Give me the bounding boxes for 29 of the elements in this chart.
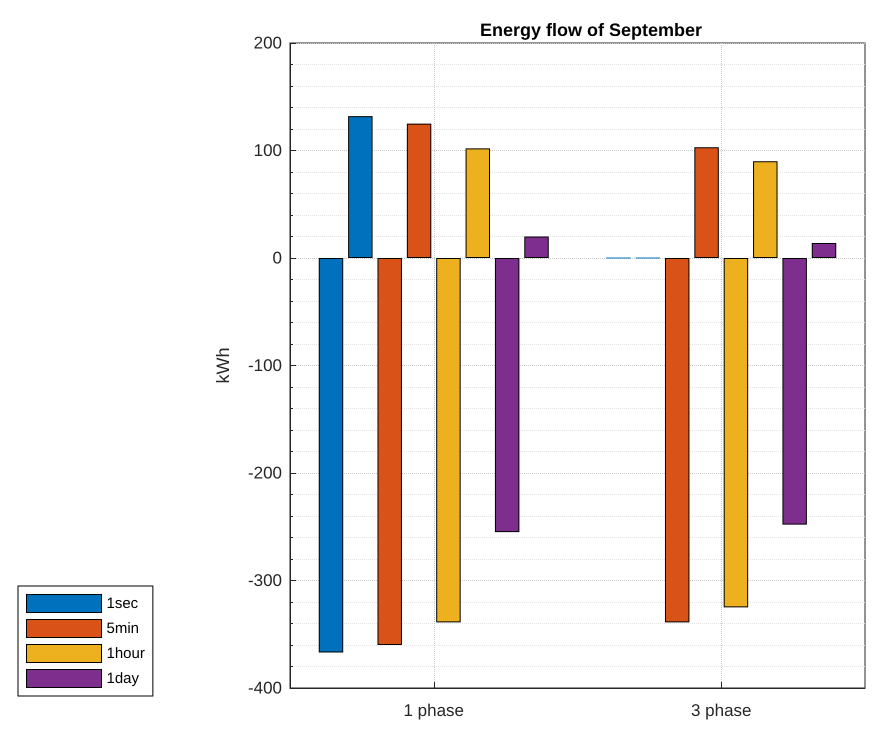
bar — [694, 147, 719, 258]
legend-label: 5min — [106, 620, 140, 637]
y-tick-label: -400 — [248, 678, 282, 698]
y-tick-label: -300 — [248, 571, 282, 590]
x-tick-label: 1 phase — [404, 701, 464, 720]
bar — [753, 161, 778, 258]
bar — [782, 258, 807, 525]
bar — [436, 258, 461, 622]
y-tick-label: -100 — [248, 356, 282, 375]
y-tick-label: 100 — [254, 141, 282, 160]
bar — [494, 258, 520, 532]
y-tick-label: -200 — [248, 464, 282, 482]
bar — [348, 116, 373, 258]
x-tick-label: 3 phase — [691, 701, 752, 720]
bar — [318, 258, 344, 653]
bar — [524, 236, 549, 258]
legend-label: 1sec — [106, 595, 139, 612]
chart-title: Energy flow of September — [480, 20, 702, 40]
bar — [664, 258, 690, 622]
bar — [406, 124, 432, 258]
bar — [724, 258, 748, 608]
legend-label: 1day — [106, 670, 140, 687]
y-axis-title: kWh — [213, 348, 233, 384]
y-tick-label: 0 — [272, 248, 282, 268]
y-tick-label: 200 — [254, 34, 282, 52]
legend-label: 1hour — [106, 645, 145, 662]
bar — [377, 258, 402, 645]
bar — [812, 242, 836, 258]
bar — [466, 148, 490, 258]
